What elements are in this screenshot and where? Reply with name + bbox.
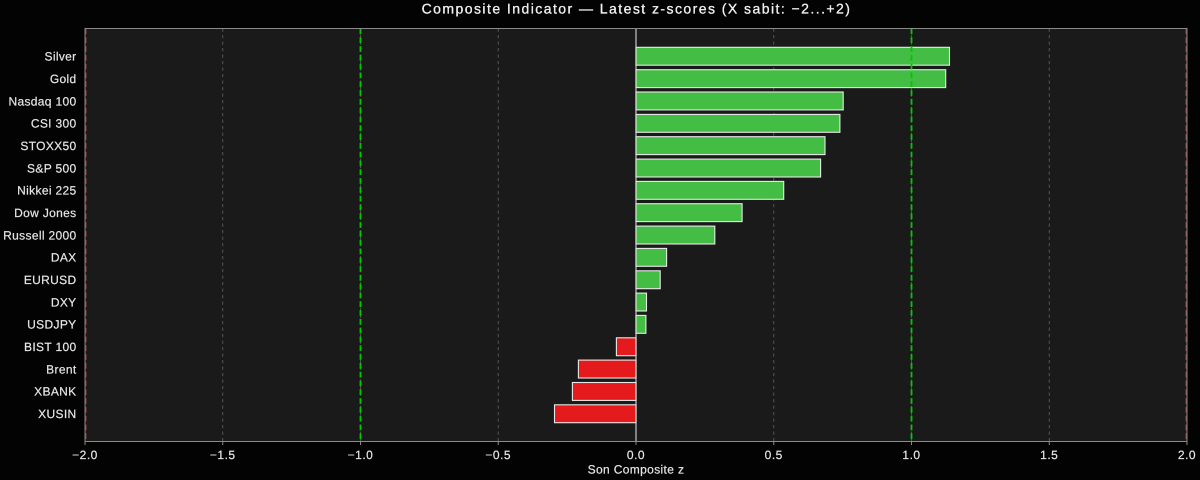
svg-text:−0.5: −0.5	[485, 448, 511, 462]
svg-text:−1.5: −1.5	[210, 448, 236, 462]
svg-text:Nikkei 225: Nikkei 225	[17, 184, 76, 198]
svg-text:Silver: Silver	[45, 50, 77, 64]
svg-text:BIST 100: BIST 100	[24, 340, 76, 354]
svg-text:Brent: Brent	[46, 362, 77, 376]
svg-text:−1.0: −1.0	[348, 448, 374, 462]
svg-text:Gold: Gold	[50, 72, 77, 86]
svg-text:XBANK: XBANK	[34, 385, 76, 399]
svg-text:1.5: 1.5	[1040, 448, 1058, 462]
svg-text:EURUSD: EURUSD	[24, 273, 77, 287]
svg-text:1.0: 1.0	[902, 448, 920, 462]
svg-text:2.0: 2.0	[1178, 448, 1196, 462]
svg-text:USDJPY: USDJPY	[27, 318, 76, 332]
svg-text:Son Composite z: Son Composite z	[588, 463, 685, 477]
svg-text:STOXX50: STOXX50	[20, 139, 76, 153]
svg-text:DAX: DAX	[51, 251, 77, 265]
svg-text:0.5: 0.5	[765, 448, 783, 462]
svg-text:XUSIN: XUSIN	[38, 407, 76, 421]
svg-text:−2.0: −2.0	[72, 448, 98, 462]
svg-text:0.0: 0.0	[627, 448, 645, 462]
svg-text:Composite Indicator — Latest z: Composite Indicator — Latest z-scores (X…	[422, 1, 852, 17]
svg-text:Russell 2000: Russell 2000	[3, 228, 76, 242]
svg-text:CSI 300: CSI 300	[31, 117, 77, 131]
svg-text:Dow Jones: Dow Jones	[14, 206, 76, 220]
svg-text:Nasdaq 100: Nasdaq 100	[8, 94, 76, 108]
svg-text:DXY: DXY	[51, 295, 77, 309]
svg-text:S&P 500: S&P 500	[27, 161, 76, 175]
